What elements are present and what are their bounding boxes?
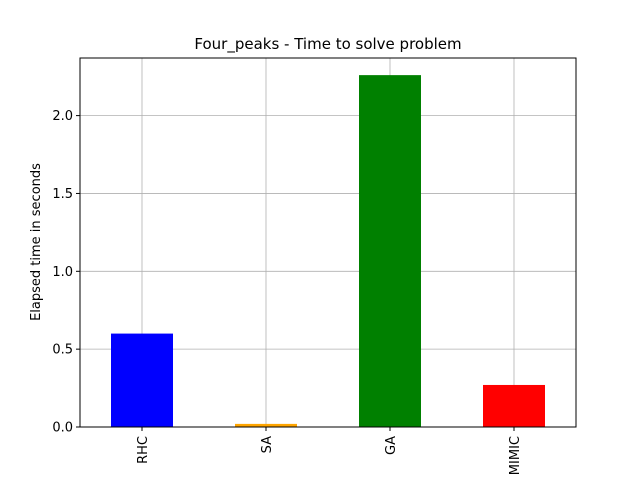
- x-tick-label: RHC: [136, 436, 151, 464]
- bars: [111, 75, 545, 427]
- x-tick-label: SA: [260, 436, 275, 453]
- x-tick-label: GA: [384, 436, 399, 455]
- y-axis: 0.0 0.5 1.0 1.5 2.0: [52, 109, 80, 436]
- x-tick-label: MIMIC: [508, 436, 523, 475]
- y-tick-label: 0.5: [52, 343, 73, 358]
- bar-rhc: [111, 333, 173, 427]
- y-tick-label: 1.5: [52, 187, 73, 202]
- y-tick-label: 2.0: [52, 109, 73, 124]
- bar-ga: [359, 75, 421, 427]
- y-axis-label: Elapsed time in seconds: [29, 163, 44, 321]
- bar-mimic: [483, 384, 545, 427]
- x-axis: RHC SA GA MIMIC: [136, 427, 523, 475]
- plot-frame: [79, 57, 577, 428]
- y-tick-label: 0.0: [52, 421, 73, 436]
- bar-sa: [235, 423, 297, 427]
- y-tick-label: 1.0: [52, 265, 73, 280]
- chart-title: Four_peaks - Time to solve problem: [194, 35, 461, 54]
